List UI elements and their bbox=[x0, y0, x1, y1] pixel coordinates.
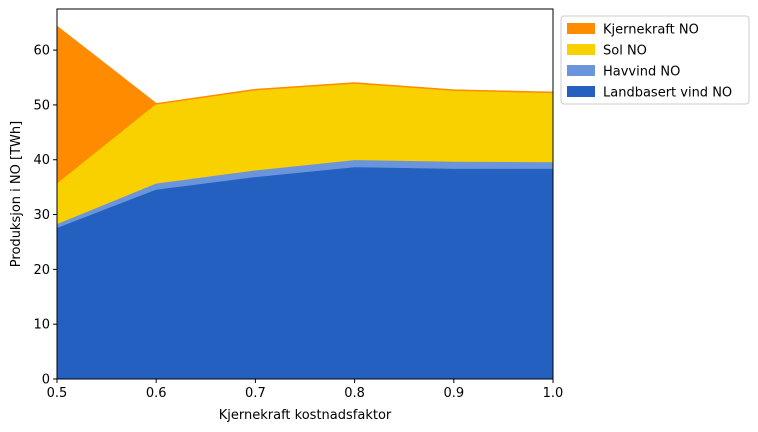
y-axis-label: Produksjon i NO [TWh] bbox=[9, 121, 24, 267]
legend-swatch-havvind-no bbox=[567, 65, 595, 76]
x-axis-ticks: 0.5 0.6 0.7 0.8 0.9 1.0 bbox=[47, 379, 564, 401]
legend-label-havvind-no: Havvind NO bbox=[603, 65, 680, 80]
x-tick-label: 0.7 bbox=[245, 386, 266, 401]
legend-label-landbasert-vind-no: Landbasert vind NO bbox=[603, 86, 732, 101]
y-axis-ticks: 0 10 20 30 40 50 60 bbox=[33, 44, 57, 388]
y-tick-label: 10 bbox=[33, 318, 50, 333]
x-tick-label: 0.9 bbox=[443, 386, 464, 401]
plot-frame bbox=[56, 8, 554, 380]
y-tick-label: 50 bbox=[33, 98, 50, 113]
legend-swatch-landbasert-vind-no bbox=[567, 86, 595, 97]
x-tick-label: 0.8 bbox=[344, 386, 365, 401]
y-tick-label: 40 bbox=[33, 153, 50, 168]
area-edge-kjernekraft-no bbox=[56, 25, 554, 105]
y-tick-label: 20 bbox=[33, 263, 50, 278]
legend-label-kjernekraft-no: Kjernekraft NO bbox=[603, 23, 699, 38]
legend-label-sol-no: Sol NO bbox=[603, 44, 647, 59]
y-tick-label: 30 bbox=[33, 208, 50, 223]
area-edge-group bbox=[56, 25, 554, 230]
x-tick-label: 0.5 bbox=[47, 386, 68, 401]
area-edge-havvind-no bbox=[56, 160, 554, 226]
legend-swatch-sol-no bbox=[567, 44, 595, 55]
y-tick-label: 60 bbox=[33, 44, 50, 59]
area-edge-sol-no bbox=[56, 83, 554, 185]
legend: Kjernekraft NO Sol NO Havvind NO Landbasert… bbox=[560, 15, 750, 105]
area-edge-landbasert-vind-no bbox=[56, 167, 553, 230]
legend-swatch-kjernekraft-no bbox=[567, 23, 595, 34]
x-axis-label: Kjernekraft kostnadsfaktor bbox=[219, 408, 392, 423]
area-series-group bbox=[56, 25, 554, 380]
y-tick-label: 0 bbox=[42, 373, 50, 388]
x-tick-label: 1.0 bbox=[543, 386, 564, 401]
legend-box bbox=[560, 15, 750, 105]
x-tick-label: 0.6 bbox=[146, 386, 167, 401]
